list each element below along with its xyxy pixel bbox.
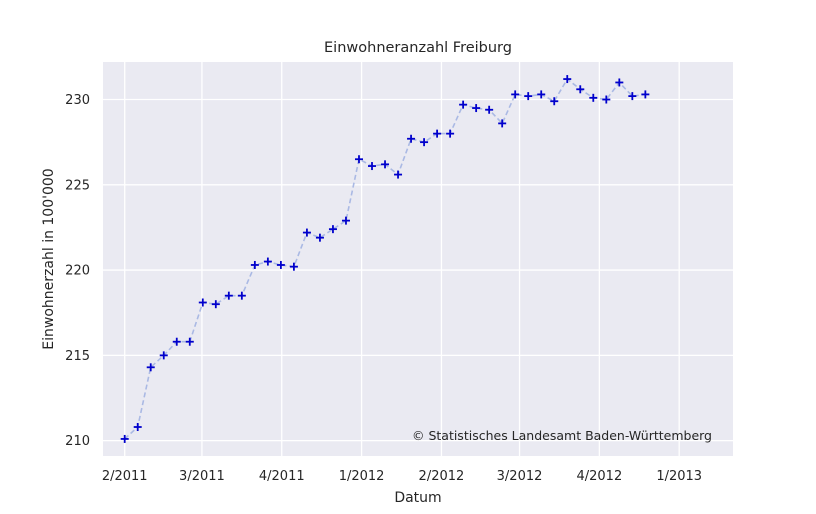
data-point — [172, 337, 181, 346]
x-axis-label: Datum — [394, 490, 441, 506]
data-point — [511, 90, 520, 99]
data-point — [563, 75, 572, 84]
data-point — [498, 119, 507, 128]
data-point — [224, 291, 233, 300]
data-point — [394, 170, 403, 179]
y-axis-ticks: 210 215 220 225 230 — [65, 93, 90, 449]
data-point — [368, 162, 377, 171]
data-point — [485, 105, 494, 114]
data-point — [589, 93, 598, 102]
x-tick-label: 4/2012 — [576, 469, 622, 484]
data-point — [381, 160, 390, 169]
y-tick-label: 230 — [65, 93, 90, 108]
x-tick-label: 1/2012 — [339, 469, 385, 484]
data-point — [420, 138, 429, 147]
data-point — [407, 134, 416, 143]
data-point — [289, 262, 298, 271]
y-axis-label: Einwohnerzahl in 100'000 — [41, 168, 57, 349]
data-point — [237, 291, 246, 300]
data-point — [628, 92, 637, 101]
data-point — [602, 95, 611, 104]
chart-title: Einwohneranzahl Freiburg — [324, 40, 512, 56]
data-point — [315, 233, 324, 242]
x-tick-label: 3/2012 — [497, 469, 543, 484]
grid — [103, 62, 733, 456]
data-point — [524, 92, 533, 101]
y-tick-label: 210 — [65, 434, 90, 449]
data-point — [211, 300, 220, 309]
data-point — [250, 260, 259, 269]
data-point — [146, 363, 155, 372]
data-point — [302, 228, 311, 237]
data-point — [576, 85, 585, 94]
data-point — [185, 337, 194, 346]
y-tick-label: 215 — [65, 349, 90, 364]
data-point — [446, 129, 455, 138]
data-point — [459, 100, 468, 109]
data-point — [133, 423, 142, 432]
data-point — [641, 90, 650, 99]
y-tick-label: 220 — [65, 264, 90, 279]
x-tick-label: 2/2011 — [102, 469, 148, 484]
y-tick-label: 225 — [65, 178, 90, 193]
data-point — [550, 97, 559, 106]
plot-background — [103, 62, 733, 456]
x-axis-ticks: 2/2011 3/2011 4/2011 1/2012 2/2012 3/2012 4/20… — [102, 469, 702, 484]
data-point — [472, 104, 481, 113]
x-tick-label: 1/2013 — [656, 469, 702, 484]
data-point — [354, 155, 363, 164]
x-tick-label: 3/2011 — [179, 469, 225, 484]
data-point — [120, 434, 129, 443]
x-tick-label: 2/2012 — [419, 469, 465, 484]
data-point — [537, 90, 546, 99]
data-point — [198, 298, 207, 307]
data-point — [263, 257, 272, 266]
copyright-annotation: © Statistisches Landesamt Baden-Württemb… — [412, 428, 712, 443]
data-point — [328, 225, 337, 234]
data-point — [159, 351, 168, 360]
data-point — [433, 129, 442, 138]
data-point — [615, 78, 624, 87]
data-point — [341, 216, 350, 225]
x-tick-label: 4/2011 — [259, 469, 305, 484]
series — [120, 75, 650, 443]
data-point — [276, 260, 285, 269]
